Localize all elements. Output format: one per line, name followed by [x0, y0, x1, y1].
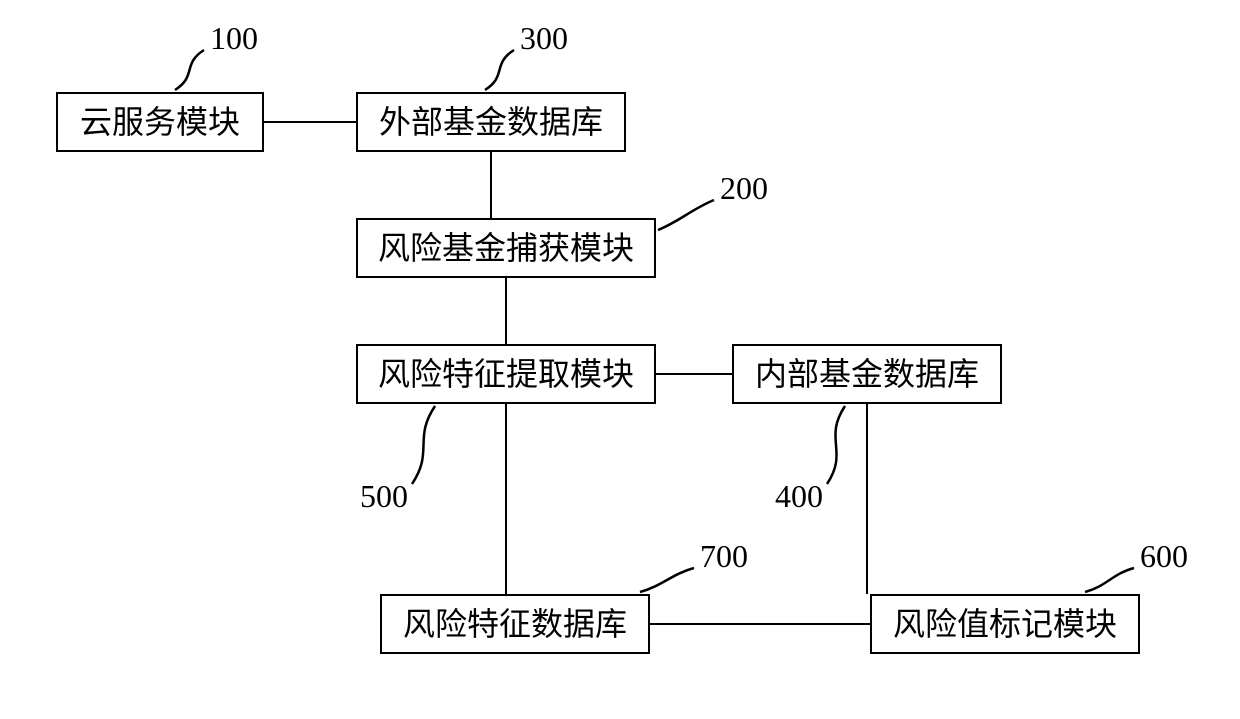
diagram-stage: 云服务模块外部基金数据库风险基金捕获模块风险特征提取模块内部基金数据库风险特征数…	[0, 0, 1240, 719]
leader-n600	[0, 0, 1240, 719]
